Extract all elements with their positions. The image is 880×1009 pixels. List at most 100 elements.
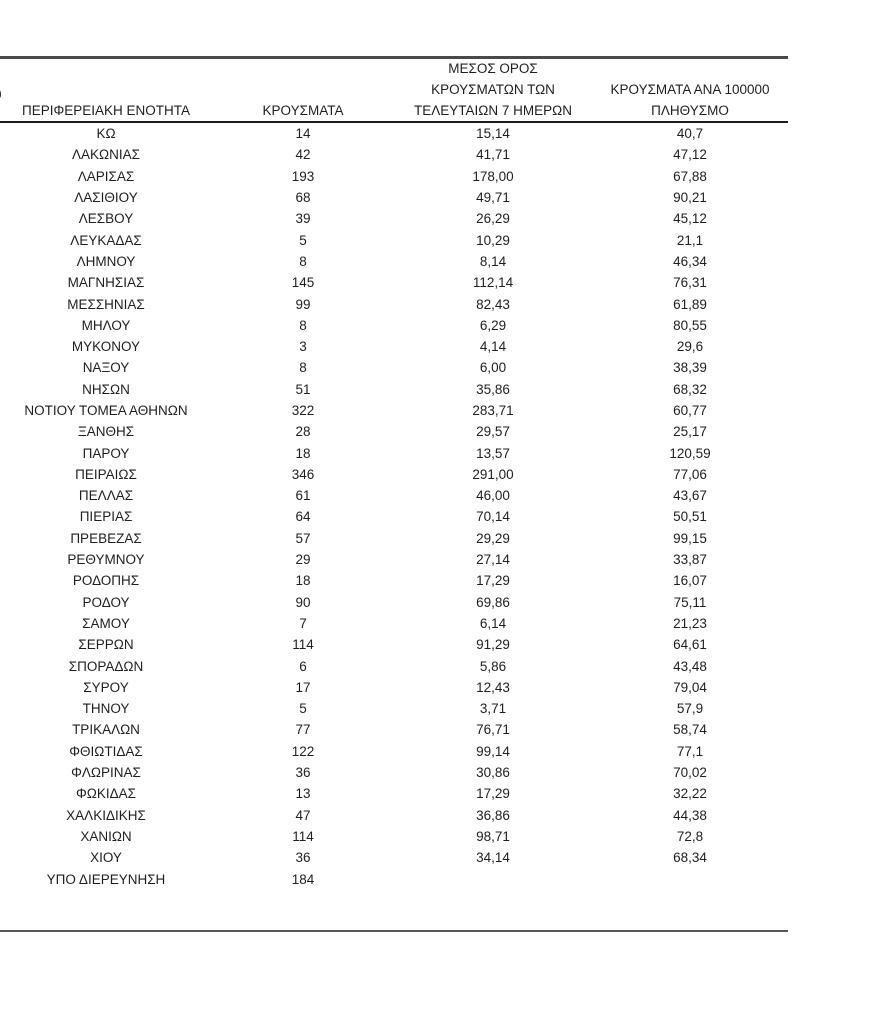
header-per100k-line1: ΚΡΟΥΣΜΑΤΑ ΑΝΑ 100000	[610, 82, 770, 97]
table-row: ΝΟΤΙΟΥ ΤΟΜΕΑ ΑΘΗΝΩΝ 322 283,71 60,77	[0, 400, 788, 421]
avg7-cell: 99,14	[476, 743, 510, 759]
header-region: ΠΕΡΙΦΕΡΕΙΑΚΗ ΕΝΟΤΗΤΑ	[0, 58, 212, 121]
per100k-cell: 25,17	[673, 424, 707, 440]
table-row: ΠΕΛΛΑΣ 61 46,00 43,67	[0, 485, 788, 506]
region-cell: ΜΑΓΝΗΣΙΑΣ	[67, 275, 145, 291]
table-row: ΜΥΚΟΝΟΥ 3 4,14 29,6	[0, 336, 788, 357]
header-avg7-line2: ΚΡΟΥΣΜΑΤΩΝ ΤΩΝ	[431, 82, 555, 97]
cases-cell: 17	[295, 679, 311, 695]
table-row: ΠΙΕΡΙΑΣ 64 70,14 50,51	[0, 506, 788, 527]
per100k-cell: 40,7	[676, 126, 704, 142]
cases-cell: 51	[295, 381, 311, 397]
cases-cell: 8	[299, 360, 307, 376]
table-row: ΡΟΔΟΠΗΣ 18 17,29 16,07	[0, 570, 788, 591]
header-cases: ΚΡΟΥΣΜΑΤΑ	[212, 58, 394, 121]
region-cell: ΠΕΛΛΑΣ	[78, 488, 134, 504]
region-cell: ΜΕΣΣΗΝΙΑΣ	[67, 296, 145, 312]
avg7-cell: 291,00	[472, 466, 514, 482]
cases-cell: 184	[291, 871, 315, 887]
cases-cell: 145	[291, 275, 315, 291]
table-row: ΤΡΙΚΑΛΩΝ 77 76,71 58,74	[0, 719, 788, 740]
per100k-cell: 68,32	[673, 381, 707, 397]
avg7-cell: 17,29	[476, 573, 510, 589]
per100k-cell: 72,8	[676, 828, 704, 844]
cases-cell: 14	[295, 126, 311, 142]
table-row: ΡΟΔΟΥ 90 69,86 75,11	[0, 592, 788, 613]
avg7-cell: 91,29	[476, 637, 510, 653]
avg7-cell: 30,86	[476, 765, 510, 781]
table-top-rule	[0, 56, 788, 59]
region-cell: ΤΗΝΟΥ	[82, 701, 130, 717]
per100k-cell: 120,59	[669, 445, 711, 461]
table-row: ΛΗΜΝΟΥ 8 8,14 46,34	[0, 251, 788, 272]
region-cell: ΧΑΝΙΩΝ	[80, 828, 132, 844]
avg7-cell: 283,71	[472, 403, 514, 418]
cases-cell: 3	[299, 339, 307, 355]
per100k-cell: 16,07	[673, 573, 707, 589]
avg7-cell: 46,00	[476, 488, 510, 504]
per100k-cell: 43,67	[673, 488, 707, 504]
cases-cell: 7	[299, 615, 307, 631]
per100k-cell: 46,34	[673, 253, 707, 269]
region-cell: ΥΠΟ ΔΙΕΡΕΥΝΗΣΗ	[46, 871, 166, 887]
avg7-cell: 4,14	[479, 339, 507, 355]
region-cell: ΠΕΙΡΑΙΩΣ	[75, 466, 137, 482]
per100k-cell: 38,39	[673, 360, 707, 376]
cases-cell: 42	[295, 147, 311, 163]
table-row: ΦΘΙΩΤΙΔΑΣ 122 99,14 77,1	[0, 741, 788, 762]
cases-cell: 13	[295, 786, 311, 802]
region-cell: ΠΡΕΒΕΖΑΣ	[70, 530, 142, 546]
cases-cell: 6	[299, 658, 307, 674]
avg7-cell: 15,14	[476, 126, 510, 142]
cases-cell: 8	[299, 317, 307, 333]
region-cell: ΣΥΡΟΥ	[83, 679, 129, 695]
per100k-cell: 32,22	[673, 786, 707, 802]
table-row: ΣΕΡΡΩΝ 114 91,29 64,61	[0, 634, 788, 655]
region-cell: ΤΡΙΚΑΛΩΝ	[72, 722, 140, 738]
table-row: ΦΛΩΡΙΝΑΣ 36 30,86 70,02	[0, 762, 788, 783]
cases-cell: 122	[291, 743, 315, 759]
table-row: ΣΠΟΡΑΔΩΝ 6 5,86 43,48	[0, 655, 788, 676]
table-row: ΥΠΟ ΔΙΕΡΕΥΝΗΣΗ 184	[0, 868, 788, 889]
region-cell: ΜΥΚΟΝΟΥ	[71, 339, 141, 355]
per100k-cell: 45,12	[673, 211, 707, 227]
table-bottom-rule	[0, 930, 788, 932]
avg7-cell: 41,71	[476, 147, 510, 163]
table-row: ΝΗΣΩΝ 51 35,86 68,32	[0, 379, 788, 400]
cases-cell: 193	[291, 168, 315, 184]
avg7-cell: 13,57	[476, 445, 510, 461]
cases-cell: 346	[291, 466, 315, 482]
region-cell: ΣΕΡΡΩΝ	[78, 637, 134, 653]
avg7-cell: 178,00	[472, 168, 514, 184]
avg7-cell: 82,43	[476, 296, 510, 312]
region-cell: ΛΗΜΝΟΥ	[76, 253, 136, 269]
avg7-cell: 76,71	[476, 722, 510, 738]
cases-cell: 322	[291, 403, 315, 418]
per100k-cell: 57,9	[676, 701, 704, 717]
cases-cell: 5	[299, 701, 307, 717]
header-avg7-line1: ΜΕΣΟΣ ΟΡΟΣ	[448, 61, 538, 76]
table-row: ΠΕΙΡΑΙΩΣ 346 291,00 77,06	[0, 464, 788, 485]
avg7-cell: 69,86	[476, 594, 510, 610]
avg7-cell: 49,71	[476, 190, 510, 206]
avg7-cell: 6,14	[479, 615, 507, 631]
cases-cell: 39	[295, 211, 311, 227]
region-cell: ΡΟΔΟΥ	[82, 594, 130, 610]
header-per100k: ΚΡΟΥΣΜΑΤΑ ΑΝΑ 100000 ΠΛΗΘΥΣΜΟ	[592, 58, 788, 121]
avg7-cell: 27,14	[476, 552, 510, 568]
table-row: ΛΕΣΒΟΥ 39 26,29 45,12	[0, 208, 788, 229]
region-cell: ΝΟΤΙΟΥ ΤΟΜΕΑ ΑΘΗΝΩΝ	[24, 403, 188, 418]
header-avg7-line3: ΤΕΛΕΥΤΑΙΩΝ 7 ΗΜΕΡΩΝ	[414, 103, 572, 118]
region-cell: ΝΗΣΩΝ	[82, 381, 130, 397]
per100k-cell: 70,02	[673, 765, 707, 781]
cases-cell: 18	[295, 445, 311, 461]
avg7-cell: 5,86	[479, 658, 507, 674]
cases-cell: 99	[295, 296, 311, 312]
avg7-cell: 35,86	[476, 381, 510, 397]
per100k-cell: 90,21	[673, 190, 707, 206]
table-row: ΡΕΘΥΜΝΟΥ 29 27,14 33,87	[0, 549, 788, 570]
avg7-cell: 17,29	[476, 786, 510, 802]
table-row: ΛΑΚΩΝΙΑΣ 42 41,71 47,12	[0, 144, 788, 165]
header-per100k-line2: ΠΛΗΘΥΣΜΟ	[651, 103, 729, 118]
